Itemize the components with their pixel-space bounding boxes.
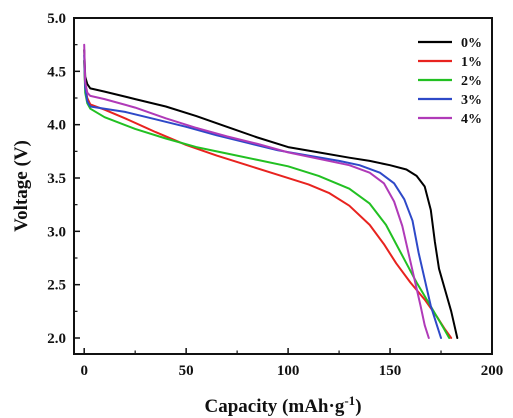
series-line-5 [83, 43, 430, 339]
y-tick-label: 5.0 [47, 11, 66, 27]
x-axis-title-close: ) [355, 396, 361, 417]
x-tick-label: 0 [80, 363, 88, 379]
series-layer [83, 43, 459, 339]
legend: 0% 1% 2% 3% 4% [418, 36, 482, 127]
legend-label-4: 3% [461, 93, 482, 108]
y-tick-label: 2.0 [47, 331, 66, 347]
series-line-1 [83, 49, 459, 339]
legend-label-3: 2% [461, 74, 482, 89]
series-line-4 [83, 54, 442, 339]
x-tick-label: 150 [379, 363, 402, 379]
legend-label-2: 1% [461, 55, 482, 70]
y-tick-label: 3.5 [47, 171, 66, 187]
x-axis-title-main: Capacity (mAh·g [204, 396, 344, 417]
y-tick-label: 2.5 [47, 278, 66, 294]
x-tick-label: 100 [277, 363, 300, 379]
series-line-3 [83, 59, 451, 339]
legend-label-1: 0% [461, 36, 482, 51]
y-tick-label: 4.5 [47, 64, 66, 80]
y-tick-label: 4.0 [47, 118, 66, 134]
legend-label-5: 4% [461, 112, 482, 127]
y-tick-label: 3.0 [47, 224, 66, 240]
x-tick-label: 200 [481, 363, 504, 379]
x-axis-title: Capacity (mAh·g-1) [204, 393, 361, 418]
series-line-2 [83, 59, 453, 339]
ticks-layer: 0 50 100 150 200 2.0 2.5 3.0 3.5 4.0 4.5 5.0 [47, 11, 503, 379]
x-tick-label: 50 [179, 363, 194, 379]
x-axis-title-superscript: -1 [344, 393, 355, 408]
plot-frame [73, 17, 493, 355]
y-axis-title: Voltage (V) [11, 140, 32, 232]
